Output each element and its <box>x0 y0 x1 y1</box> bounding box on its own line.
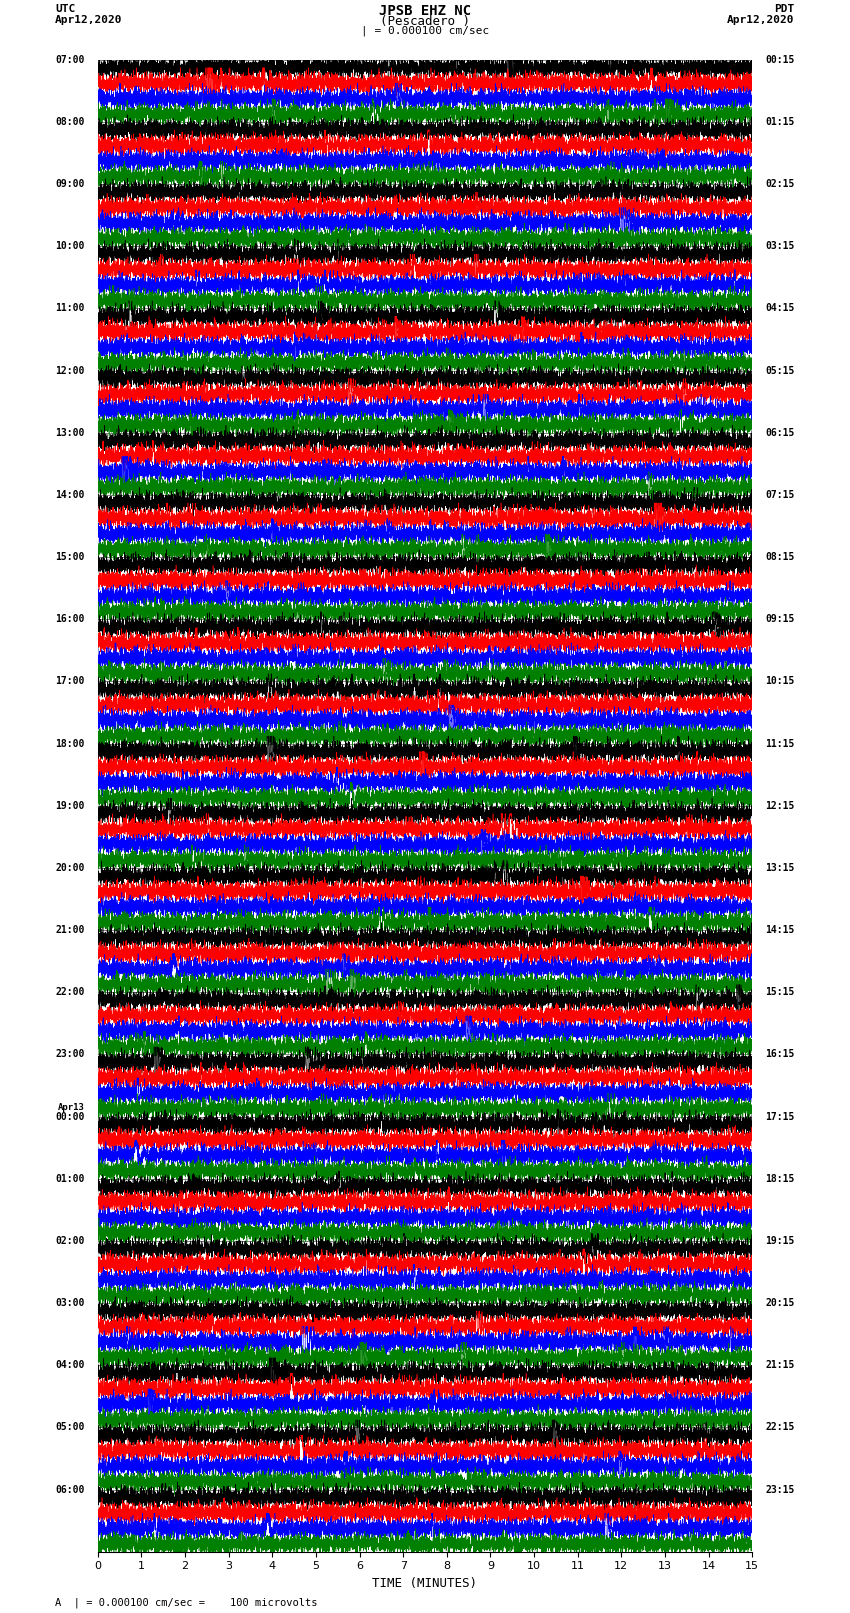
Text: 03:00: 03:00 <box>55 1298 85 1308</box>
Text: 20:00: 20:00 <box>55 863 85 873</box>
Text: 02:15: 02:15 <box>765 179 795 189</box>
Text: Apr13: Apr13 <box>58 1103 85 1113</box>
Text: 19:00: 19:00 <box>55 800 85 811</box>
Text: 13:15: 13:15 <box>765 863 795 873</box>
Text: JPSB EHZ NC: JPSB EHZ NC <box>379 5 471 18</box>
Text: 04:15: 04:15 <box>765 303 795 313</box>
Text: 14:00: 14:00 <box>55 490 85 500</box>
Text: 21:15: 21:15 <box>765 1360 795 1369</box>
Text: 20:15: 20:15 <box>765 1298 795 1308</box>
Text: 06:15: 06:15 <box>765 427 795 437</box>
Text: 12:15: 12:15 <box>765 800 795 811</box>
Text: 18:00: 18:00 <box>55 739 85 748</box>
Text: 21:00: 21:00 <box>55 924 85 936</box>
Text: 09:15: 09:15 <box>765 615 795 624</box>
Text: 10:00: 10:00 <box>55 242 85 252</box>
Text: 17:00: 17:00 <box>55 676 85 687</box>
Text: 23:00: 23:00 <box>55 1050 85 1060</box>
Text: 05:15: 05:15 <box>765 366 795 376</box>
Text: 06:00: 06:00 <box>55 1484 85 1495</box>
Text: 08:00: 08:00 <box>55 116 85 127</box>
Text: 07:15: 07:15 <box>765 490 795 500</box>
Text: 04:00: 04:00 <box>55 1360 85 1369</box>
Text: 02:00: 02:00 <box>55 1236 85 1245</box>
Text: 00:00: 00:00 <box>55 1111 85 1121</box>
Text: 08:15: 08:15 <box>765 552 795 561</box>
Text: 23:15: 23:15 <box>765 1484 795 1495</box>
Text: 09:00: 09:00 <box>55 179 85 189</box>
Text: 00:15: 00:15 <box>765 55 795 65</box>
Text: 07:00: 07:00 <box>55 55 85 65</box>
Text: A  | = 0.000100 cm/sec =    100 microvolts: A | = 0.000100 cm/sec = 100 microvolts <box>55 1597 318 1608</box>
Text: 12:00: 12:00 <box>55 366 85 376</box>
Text: Apr12,2020: Apr12,2020 <box>728 15 795 24</box>
Text: 11:15: 11:15 <box>765 739 795 748</box>
Text: 03:15: 03:15 <box>765 242 795 252</box>
Text: UTC: UTC <box>55 5 76 15</box>
Text: 17:15: 17:15 <box>765 1111 795 1121</box>
Text: 19:15: 19:15 <box>765 1236 795 1245</box>
Text: 15:00: 15:00 <box>55 552 85 561</box>
Text: 01:00: 01:00 <box>55 1174 85 1184</box>
Text: (Pescadero ): (Pescadero ) <box>380 15 470 27</box>
Text: 14:15: 14:15 <box>765 924 795 936</box>
Text: 22:15: 22:15 <box>765 1423 795 1432</box>
Text: | = 0.000100 cm/sec: | = 0.000100 cm/sec <box>361 26 489 37</box>
Text: 15:15: 15:15 <box>765 987 795 997</box>
Text: 01:15: 01:15 <box>765 116 795 127</box>
X-axis label: TIME (MINUTES): TIME (MINUTES) <box>372 1578 478 1590</box>
Text: 16:00: 16:00 <box>55 615 85 624</box>
Text: PDT: PDT <box>774 5 795 15</box>
Text: 10:15: 10:15 <box>765 676 795 687</box>
Text: Apr12,2020: Apr12,2020 <box>55 15 122 24</box>
Text: 16:15: 16:15 <box>765 1050 795 1060</box>
Text: 22:00: 22:00 <box>55 987 85 997</box>
Text: 18:15: 18:15 <box>765 1174 795 1184</box>
Text: 11:00: 11:00 <box>55 303 85 313</box>
Text: 13:00: 13:00 <box>55 427 85 437</box>
Text: 05:00: 05:00 <box>55 1423 85 1432</box>
